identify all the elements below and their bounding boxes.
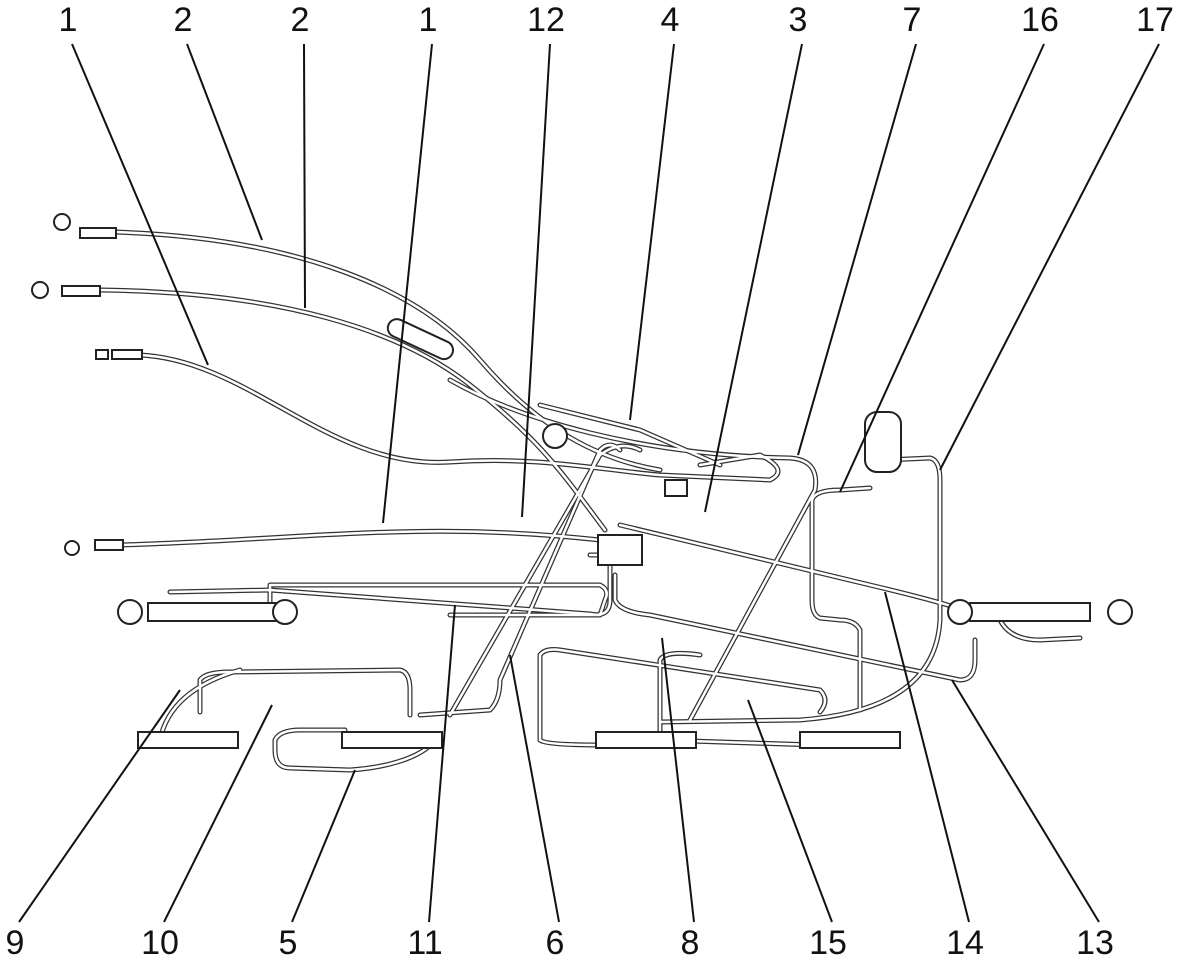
callout-label: 9 [6, 924, 25, 962]
brake-cylinder [341, 731, 443, 749]
coupler [111, 349, 143, 360]
components [31, 213, 1133, 749]
mount [542, 423, 568, 449]
leader-line [18, 689, 181, 923]
callout-label: 11 [407, 924, 442, 962]
coupler [61, 285, 101, 297]
leader-line [951, 679, 1100, 923]
cylinder-left [147, 602, 279, 622]
callout-label: 2 [174, 1, 193, 39]
leader-line [71, 43, 209, 366]
leader-line [186, 43, 263, 241]
callout-label: 14 [946, 924, 984, 962]
callout-label: 15 [809, 924, 847, 962]
coupler [79, 227, 117, 239]
cylinder-right [969, 602, 1091, 622]
callout-label: 12 [527, 1, 565, 39]
leader-line [303, 43, 306, 309]
cylinder-eye [272, 599, 298, 625]
callout-label: 2 [291, 1, 310, 39]
cylinder-eye [1107, 599, 1133, 625]
dust-cap [64, 540, 80, 556]
leader-line [939, 43, 1160, 471]
leader-line [509, 654, 560, 923]
callout-label: 5 [279, 924, 298, 962]
callout-label: 7 [903, 1, 922, 39]
dust-cap [31, 281, 49, 299]
callout-label: 3 [789, 1, 808, 39]
cylinder-eye [117, 599, 143, 625]
brake-cylinder [595, 731, 697, 749]
leader-line [884, 591, 970, 923]
leader-line [291, 769, 356, 923]
leader-line [661, 637, 695, 923]
callouts: 1 2 2 1 12 4 3 7 16 179 10 5 11 6 8 15 14 13 [6, 1, 1174, 962]
brake-cylinder [137, 731, 239, 749]
hose-holder [386, 318, 454, 361]
leader-line [163, 704, 273, 923]
leader-line [382, 43, 433, 524]
leader-line [521, 43, 551, 518]
leader-line [797, 43, 917, 456]
coupler [94, 539, 124, 551]
hoses [100, 232, 1080, 770]
leader-line [704, 43, 803, 513]
cylinder-eye [947, 599, 973, 625]
accumulator [864, 411, 902, 473]
callout-label: 4 [661, 1, 680, 39]
leader-line [629, 43, 675, 421]
tee-block [664, 479, 688, 497]
callout-label: 1 [419, 1, 438, 39]
dust-cap [53, 213, 71, 231]
valve-block [597, 534, 643, 566]
dust-cap [95, 349, 109, 360]
brake-cylinder [799, 731, 901, 749]
callout-label: 16 [1021, 1, 1059, 39]
callout-label: 6 [546, 924, 565, 962]
callout-label: 1 [59, 1, 78, 39]
callout-label: 8 [681, 924, 700, 962]
leader-line [428, 604, 456, 923]
callout-label: 13 [1076, 924, 1114, 962]
callout-label: 10 [141, 924, 179, 962]
callout-label: 17 [1136, 1, 1174, 39]
leader-line [747, 699, 833, 923]
leader-line [839, 43, 1045, 493]
